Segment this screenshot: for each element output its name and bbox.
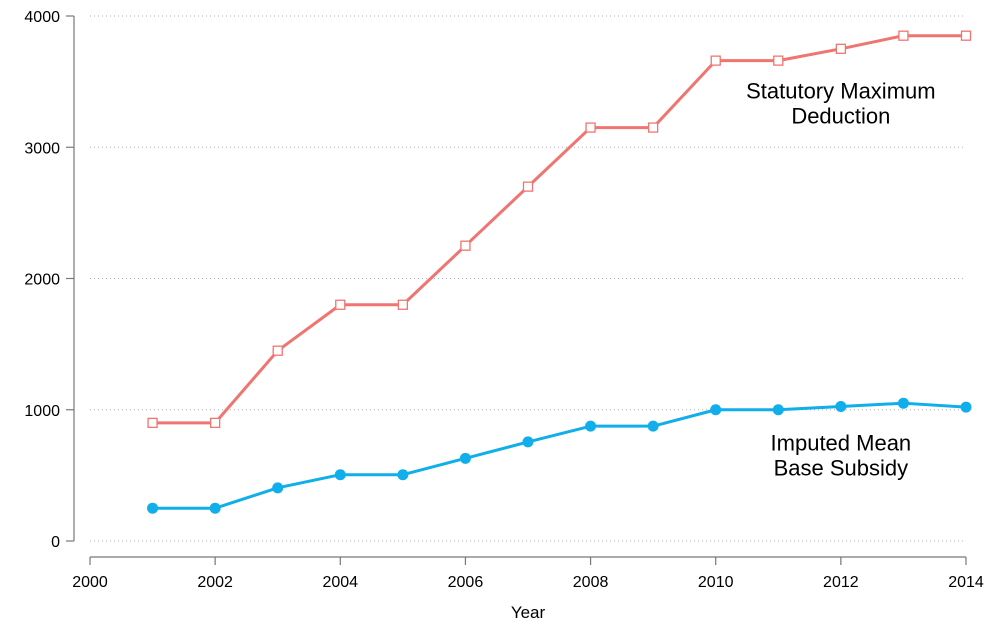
- annotation-line-0-1: Deduction: [791, 104, 890, 129]
- point-max_deduction-2005: [397, 299, 409, 310]
- point-mean_base_subsidy-2011: [772, 404, 784, 416]
- series-line-mean_base_subsidy: [152, 401, 967, 510]
- point-mean_base_subsidy-2014: [960, 401, 972, 413]
- x-tick-label-7: 2014: [948, 574, 984, 591]
- point-mean_base_subsidy-2009: [647, 420, 659, 432]
- point-max_deduction-2008: [585, 122, 596, 133]
- annotations: Statutory Maximum Deduction Imputed Mean Ba…: [746, 79, 936, 481]
- x-tick-label-2: 2004: [322, 574, 358, 591]
- point-mean_base_subsidy-2003: [272, 482, 284, 494]
- x-tick-label-1: 2002: [197, 574, 233, 591]
- x-tick-label-0: 2000: [72, 574, 108, 591]
- point-max_deduction-2004: [335, 299, 346, 310]
- x-tick-label-6: 2012: [823, 574, 859, 591]
- point-mean_base_subsidy-2002: [209, 502, 221, 514]
- point-mean_base_subsidy-2013: [897, 397, 909, 409]
- point-max_deduction-2013: [898, 30, 909, 41]
- annotation-max_deduction: Statutory Maximum Deduction: [746, 79, 936, 129]
- annotation-line-0-0: Statutory Maximum: [746, 79, 936, 104]
- x-tick-label-3: 2006: [448, 574, 484, 591]
- point-max_deduction-2014: [960, 30, 972, 41]
- point-max_deduction-2006: [460, 240, 471, 251]
- y-tick-label-4: 4000: [24, 9, 60, 26]
- y-tick-label-0: 0: [51, 534, 60, 551]
- x-axis: 2000 2002 2004 2006 2008 2010 2012 2014: [72, 556, 984, 591]
- point-mean_base_subsidy-2004: [334, 469, 346, 481]
- annotation-line-1-1: Base Subsidy: [774, 455, 909, 480]
- x-axis-title: Year: [511, 603, 546, 622]
- y-axis: 0 1000 2000 3000 4000: [24, 9, 75, 551]
- point-mean_base_subsidy-2006: [459, 452, 471, 464]
- point-mean_base_subsidy-2007: [522, 436, 534, 448]
- point-mean_base_subsidy-2001: [147, 502, 159, 514]
- point-mean_base_subsidy-2005: [397, 469, 409, 481]
- series-line-max_deduction: [152, 34, 966, 425]
- point-max_deduction-2002: [209, 417, 221, 429]
- point-max_deduction-2010: [710, 55, 721, 66]
- point-mean_base_subsidy-2012: [835, 400, 847, 412]
- point-max_deduction-2003: [272, 345, 283, 356]
- point-max_deduction-2001: [147, 417, 158, 429]
- point-max_deduction-2011: [773, 55, 784, 66]
- point-max_deduction-2012: [835, 43, 847, 54]
- y-tick-label-2: 2000: [24, 272, 60, 289]
- series-group: [147, 30, 972, 514]
- point-mean_base_subsidy-2008: [585, 420, 597, 432]
- point-mean_base_subsidy-2010: [710, 404, 722, 416]
- x-tick-label-4: 2008: [573, 574, 609, 591]
- y-tick-label-3: 3000: [24, 140, 60, 157]
- x-tick-label-5: 2010: [698, 574, 734, 591]
- y-tick-label-1: 1000: [24, 403, 60, 420]
- point-max_deduction-2007: [522, 181, 534, 192]
- annotation-mean_base_subsidy: Imputed Mean Base Subsidy: [771, 430, 912, 480]
- point-max_deduction-2009: [647, 122, 659, 133]
- annotation-line-1-0: Imputed Mean: [771, 430, 912, 455]
